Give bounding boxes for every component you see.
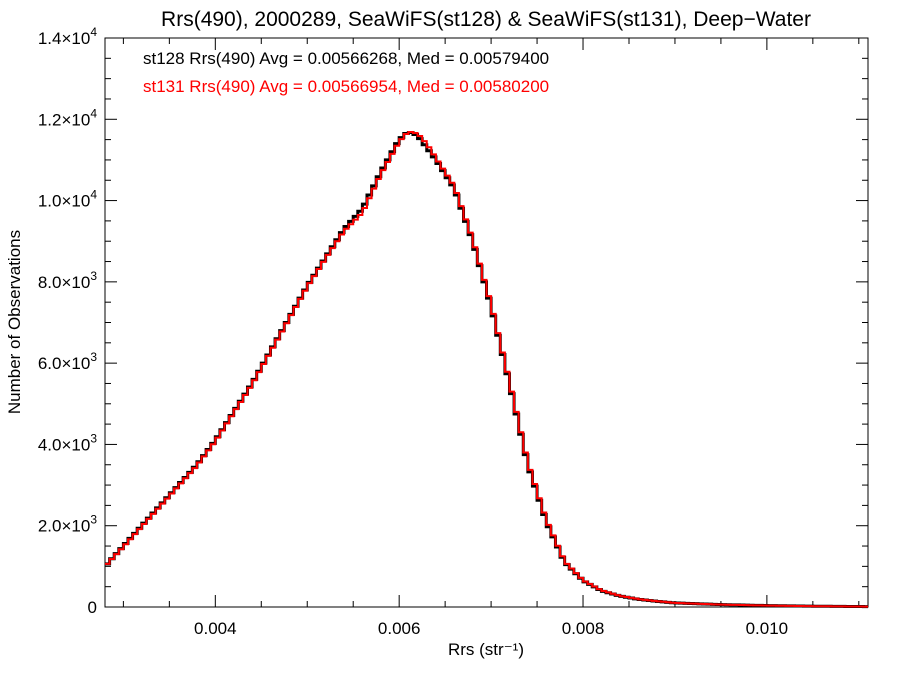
series-layer <box>105 130 868 609</box>
y-tick-exponent: 3 <box>90 431 97 445</box>
x-tick-label: 0.010 <box>746 619 789 638</box>
y-tick-exponent: 4 <box>90 25 97 39</box>
x-tick-label: 0.004 <box>194 619 237 638</box>
y-tick-exponent: 3 <box>90 513 97 527</box>
y-tick-exponent: 4 <box>90 106 97 120</box>
y-tick-label: 2.0×103 <box>38 513 97 536</box>
y-tick-label: 0 <box>88 598 97 617</box>
y-axis-label: Number of Observations <box>5 230 24 414</box>
y-tick-label: 1.4×104 <box>38 25 97 48</box>
x-tick-label: 0.008 <box>562 619 605 638</box>
y-tick-exponent: 3 <box>90 269 97 283</box>
y-tick-label: 1.0×104 <box>38 188 97 211</box>
x-axis-ticks: 0.004 0.006 0.008 0.010 <box>122 38 860 638</box>
y-tick-label: 6.0×103 <box>38 350 97 373</box>
series-st131-line <box>105 130 868 608</box>
series-st128-line <box>105 130 868 609</box>
legend-entry-st131: st131 Rrs(490) Avg = 0.00566954, Med = 0… <box>143 77 549 96</box>
y-tick-exponent: 4 <box>90 188 97 202</box>
x-tick-label: 0.006 <box>378 619 421 638</box>
y-tick-label: 8.0×103 <box>38 269 97 292</box>
y-tick-label: 1.2×104 <box>38 106 97 129</box>
y-tick-exponent: 3 <box>90 350 97 364</box>
legend-entry-st128: st128 Rrs(490) Avg = 0.00566268, Med = 0… <box>143 49 549 68</box>
chart-title: Rrs(490), 2000289, SeaWiFS(st128) & SeaW… <box>161 8 811 31</box>
plot-frame <box>104 37 869 608</box>
y-tick-label: 4.0×103 <box>38 431 97 454</box>
y-axis-ticks: 0 2.0×103 4.0×103 6.0×103 8.0×103 1.0×104 1.2×… <box>38 25 868 617</box>
x-axis-label: Rrs (str⁻¹) <box>448 640 524 659</box>
